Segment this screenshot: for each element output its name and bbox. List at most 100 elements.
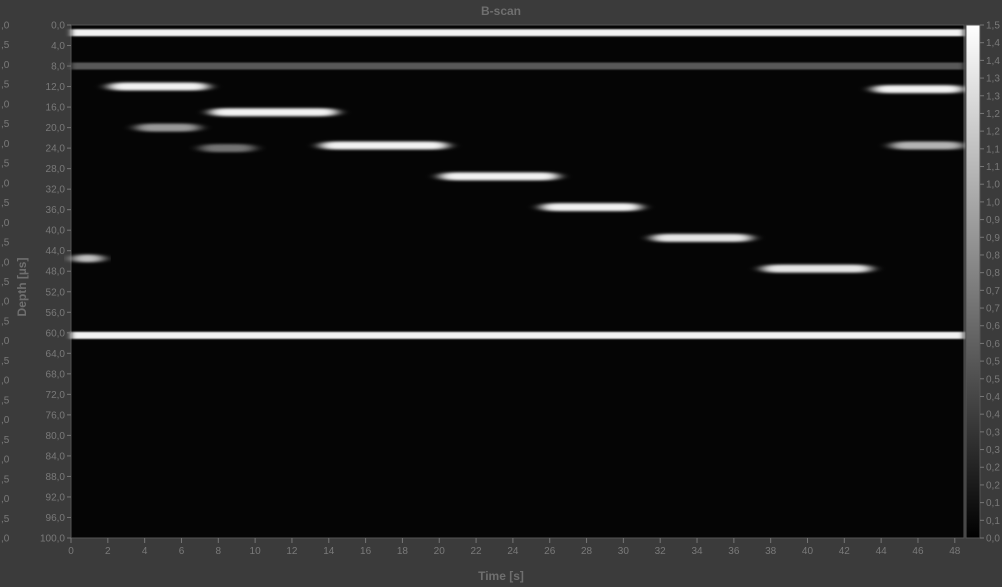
x-tick-label: 46 xyxy=(912,546,924,557)
y-tick-label: 88,0 xyxy=(46,472,66,483)
x-tick-label: 40 xyxy=(802,546,814,557)
left-tick-label: ,5 xyxy=(1,159,10,170)
left-tick-label: ,5 xyxy=(1,435,10,446)
x-tick-label: 0 xyxy=(68,546,74,557)
left-tick-label: ,5 xyxy=(1,238,10,249)
x-tick-label: 2 xyxy=(105,546,111,557)
colorbar-tick-label: 1,2 xyxy=(986,109,1000,120)
reflector-13 xyxy=(890,141,964,150)
left-tick-label: ,5 xyxy=(1,474,10,485)
left-tick-label: ,0 xyxy=(1,21,10,32)
reflector-0 xyxy=(71,29,964,37)
x-tick-label: 6 xyxy=(179,546,185,557)
reflector-7 xyxy=(439,172,559,181)
colorbar-tick-label: 0,5 xyxy=(986,374,1000,385)
colorbar-tick-label: 1,0 xyxy=(986,197,1000,208)
reflector-1 xyxy=(71,62,964,70)
y-tick-label: 24,0 xyxy=(46,144,66,155)
left-tick-label: ,5 xyxy=(1,514,10,525)
colorbar-tick-label: 1,1 xyxy=(986,162,1000,173)
x-tick-label: 34 xyxy=(691,546,703,557)
reflector-4 xyxy=(135,123,200,132)
y-tick-label: 4,0 xyxy=(51,41,65,52)
x-tick-label: 38 xyxy=(765,546,777,557)
x-tick-label: 8 xyxy=(216,546,222,557)
x-tick-label: 4 xyxy=(142,546,148,557)
left-tick-label: ,5 xyxy=(1,198,10,209)
y-tick-label: 60,0 xyxy=(46,328,66,339)
y-tick-label: 72,0 xyxy=(46,390,66,401)
y-tick-label: 40,0 xyxy=(46,226,66,237)
colorbar-tick-label: 0,9 xyxy=(986,215,1000,226)
left-tick-label: ,0 xyxy=(1,257,10,268)
colorbar-tick-label: 0,4 xyxy=(986,410,1000,421)
colorbar-tick-label: 0,2 xyxy=(986,463,1000,474)
colorbar-tick-label: 0,4 xyxy=(986,392,1000,403)
y-tick-label: 52,0 xyxy=(46,287,66,298)
x-tick-label: 12 xyxy=(286,546,298,557)
y-tick-label: 8,0 xyxy=(51,62,65,73)
y-tick-label: 16,0 xyxy=(46,103,66,114)
left-tick-label: ,0 xyxy=(1,60,10,71)
colorbar xyxy=(965,24,981,539)
y-tick-label: 96,0 xyxy=(46,513,66,524)
y-tick-label: 44,0 xyxy=(46,246,66,257)
colorbar-axis: 1,5 1,4 1,4 1,3 1,3 1,2 1,2 1,1 1,1 1,0 1,0 0,9 0,9 0… xyxy=(980,21,1000,545)
colorbar-tick-label: 0,7 xyxy=(986,286,1000,297)
y-tick-label: 12,0 xyxy=(46,82,66,93)
left-tick-label: ,0 xyxy=(1,139,10,150)
x-tick-label: 24 xyxy=(507,546,519,557)
left-tick-label: ,0 xyxy=(1,415,10,426)
left-scale: ,0 ,5 ,0 ,5 ,0 ,5 ,0 ,5 ,0 ,5 ,0 ,5 ,0 ,5 ,0 ,5 ,0 ,5 ,0 ,5… xyxy=(1,21,10,545)
left-tick-label: ,5 xyxy=(1,395,10,406)
x-tick-label: 20 xyxy=(434,546,446,557)
colorbar-tick-label: 0,2 xyxy=(986,480,1000,491)
colorbar-tick-label: 0,8 xyxy=(986,268,1000,279)
y-tick-label: 56,0 xyxy=(46,308,66,319)
x-tick-label: 10 xyxy=(250,546,262,557)
left-tick-label: ,0 xyxy=(1,376,10,387)
colorbar-tick-label: 0,1 xyxy=(986,498,1000,509)
x-tick-label: 44 xyxy=(876,546,888,557)
colorbar-tick-label: 0,6 xyxy=(986,339,1000,350)
colorbar-tick-label: 0,3 xyxy=(986,445,1000,456)
x-axis-label: Time [s] xyxy=(478,569,524,583)
y-tick-label: 36,0 xyxy=(46,205,66,216)
y-tick-label: 64,0 xyxy=(46,349,66,360)
y-tick-label: 80,0 xyxy=(46,431,66,442)
left-tick-label: ,0 xyxy=(1,336,10,347)
reflector-11 xyxy=(71,254,105,263)
y-tick-label: 48,0 xyxy=(46,267,66,278)
left-tick-label: ,0 xyxy=(1,534,10,545)
left-tick-label: ,5 xyxy=(1,316,10,327)
reflector-8 xyxy=(540,203,642,212)
left-tick-label: ,5 xyxy=(1,277,10,288)
colorbar-tick-label: 0,7 xyxy=(986,304,1000,315)
colorbar-tick-label: 0,9 xyxy=(986,233,1000,244)
colorbar-tick-label: 0,5 xyxy=(986,357,1000,368)
y-tick-label: 68,0 xyxy=(46,369,66,380)
colorbar-tick-label: 0,8 xyxy=(986,250,1000,261)
x-tick-label: 36 xyxy=(728,546,740,557)
colorbar-tick-label: 1,4 xyxy=(986,38,1000,49)
chart-title: B-scan xyxy=(480,4,521,18)
y-tick-label: 20,0 xyxy=(46,123,66,134)
y-tick-label: 0,0 xyxy=(51,21,65,32)
x-tick-label: 16 xyxy=(360,546,372,557)
colorbar-tick-label: 0,1 xyxy=(986,516,1000,527)
x-axis: 0 2 4 6 8 10 12 14 16 18 20 22 24 26 28 30 32 34 36 38 40 42 4… xyxy=(68,538,961,557)
left-tick-label: ,0 xyxy=(1,455,10,466)
y-tick-label: 84,0 xyxy=(46,451,66,462)
x-tick-label: 26 xyxy=(544,546,556,557)
left-tick-label: ,5 xyxy=(1,40,10,51)
colorbar-tick-label: 1,3 xyxy=(986,74,1000,85)
left-tick-label: ,5 xyxy=(1,80,10,91)
y-tick-label: 92,0 xyxy=(46,492,66,503)
left-tick-label: ,0 xyxy=(1,178,10,189)
x-tick-label: 48 xyxy=(949,546,961,557)
x-tick-label: 28 xyxy=(581,546,593,557)
reflector-12 xyxy=(871,85,964,94)
y-tick-label: 100,0 xyxy=(40,534,65,545)
